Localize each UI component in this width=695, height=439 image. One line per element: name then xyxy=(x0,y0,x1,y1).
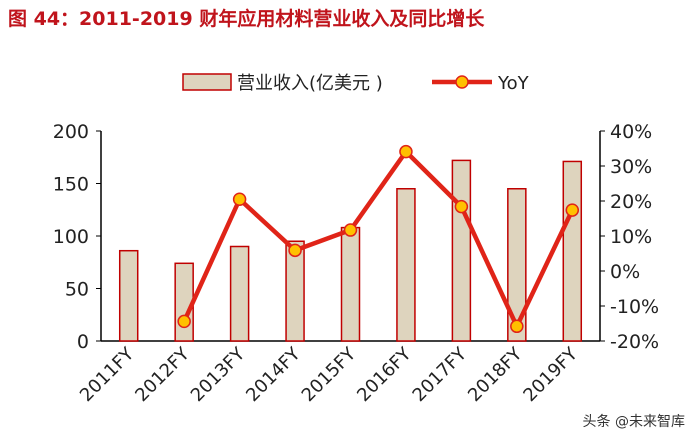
yoy-point xyxy=(399,144,413,159)
bar xyxy=(285,240,305,342)
left-tick-label: 150 xyxy=(53,174,89,196)
yoy-point xyxy=(232,192,247,206)
bar xyxy=(562,160,583,342)
x-tick-label: 2013FY xyxy=(187,343,250,406)
x-tick-label: 2017FY xyxy=(409,343,472,406)
left-tick-label: 0 xyxy=(77,331,89,353)
watermark: 头条 @未来智库 xyxy=(582,414,685,430)
yoy-point xyxy=(454,199,469,214)
x-tick-label: 2016FY xyxy=(353,343,416,406)
legend-bar-swatch xyxy=(182,73,232,91)
x-tick-label: 2014FY xyxy=(242,343,305,406)
yoy-point xyxy=(510,319,524,334)
right-tick-label: -20% xyxy=(610,331,659,353)
x-tick-label: 2018FY xyxy=(464,343,527,406)
yoy-point xyxy=(343,223,358,237)
legend-line-marker xyxy=(455,75,469,89)
x-tick-label: 2019FY xyxy=(519,343,582,406)
yoy-point xyxy=(565,203,580,217)
right-tick-label: 0% xyxy=(610,261,640,283)
x-tick-label: 2015FY xyxy=(298,343,361,406)
yoy-point xyxy=(177,314,191,329)
bar xyxy=(118,249,139,342)
bar xyxy=(340,226,361,342)
legend-bar-label: 营业收入(亿美元 ) xyxy=(237,73,383,94)
right-tick-label: -10% xyxy=(610,296,659,318)
right-tick-label: 30% xyxy=(610,156,652,178)
x-tick-label: 2012FY xyxy=(131,343,194,406)
chart-title: 图 44：2011-2019 财年应用材料营业收入及同比增长 xyxy=(8,8,485,30)
yoy-line xyxy=(182,149,575,329)
bar xyxy=(451,159,472,342)
left-tick-label: 100 xyxy=(53,226,89,248)
left-tick-label: 50 xyxy=(65,279,89,301)
legend-line-label: YoY xyxy=(497,73,530,94)
yoy-point xyxy=(288,243,302,258)
left-tick-label: 200 xyxy=(53,121,89,143)
bar xyxy=(396,188,416,342)
right-tick-label: 10% xyxy=(610,226,652,248)
bar xyxy=(229,245,250,342)
right-tick-label: 20% xyxy=(610,191,652,213)
right-tick-label: 40% xyxy=(610,121,652,143)
bar xyxy=(507,188,527,342)
